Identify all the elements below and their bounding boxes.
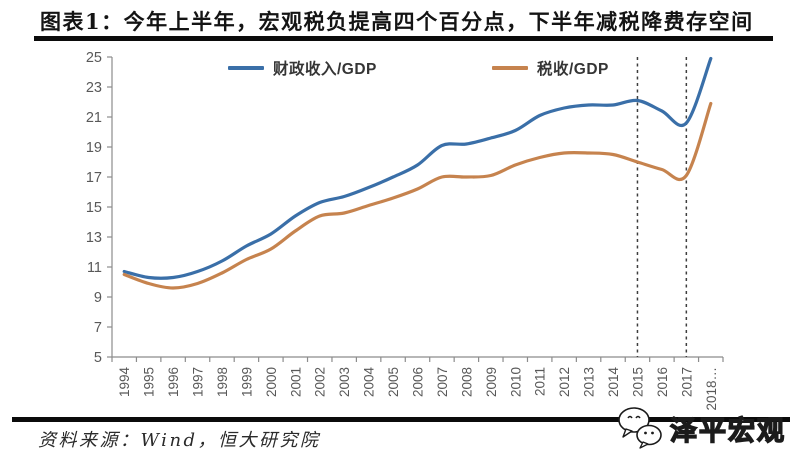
legend-item-tax: 税收/GDP	[492, 57, 609, 79]
y-axis-label: 13	[86, 230, 102, 246]
x-axis-label: 2008	[459, 367, 474, 397]
y-axis-label: 7	[94, 320, 102, 336]
title-underline-rule	[34, 36, 773, 41]
x-axis-label: 1999	[239, 367, 254, 397]
x-axis-label: 2002	[313, 367, 328, 397]
x-axis-label: 1994	[117, 367, 132, 398]
y-axis-label: 25	[86, 50, 102, 66]
x-axis-label: 2012	[557, 367, 572, 397]
x-axis-label: 2016	[655, 367, 670, 397]
y-axis-label: 21	[86, 110, 102, 126]
x-axis-label: 2015	[630, 367, 645, 397]
x-axis-label: 2006	[411, 367, 426, 397]
source-text: 资料来源：Wind，恒大研究院	[38, 430, 321, 451]
brand-logo: 泽平宏观	[616, 406, 786, 450]
legend-item-fiscal-revenue: 财政收入/GDP	[228, 57, 377, 79]
y-axis-label: 5	[94, 350, 102, 366]
x-axis-label: 2007	[435, 367, 450, 397]
series-line-1	[122, 101, 713, 290]
legend-swatch-orange	[492, 66, 528, 70]
x-axis-label: 2017	[679, 367, 694, 397]
x-axis-label: 2004	[362, 367, 377, 398]
series-line-0	[122, 56, 713, 280]
x-axis-label: 2003	[337, 367, 352, 397]
x-axis-label: 1995	[142, 367, 157, 397]
y-axis-label: 9	[94, 290, 102, 306]
legend-label: 税收/GDP	[537, 61, 609, 78]
x-axis-label: 2018…	[704, 367, 719, 411]
x-axis-label: 2001	[288, 367, 303, 397]
y-axis-label: 19	[86, 140, 102, 156]
x-axis-label: 1997	[191, 367, 206, 397]
x-axis-label: 2005	[386, 367, 401, 397]
x-axis-label: 1998	[215, 367, 230, 397]
y-axis-label: 15	[86, 200, 102, 216]
legend-swatch-blue	[228, 66, 264, 70]
x-axis-label: 2013	[582, 367, 597, 397]
y-axis-label: 11	[87, 260, 102, 276]
legend-label: 财政收入/GDP	[273, 61, 377, 78]
x-axis-label: 2009	[484, 367, 499, 397]
x-axis-label: 2000	[264, 367, 279, 397]
chart-title: 图表1：今年上半年，宏观税负提高四个百分点，下半年减税降费存空间	[40, 9, 754, 34]
x-axis-label: 2010	[508, 367, 523, 397]
x-axis-label: 2014	[606, 367, 621, 398]
line-chart: 5 7 9 11 13 15 17 19 21 23 25 1994 1995 1996 1997 1998 1…	[86, 50, 724, 411]
footer-rule	[12, 417, 790, 422]
x-axis-label: 1996	[166, 367, 181, 397]
brand-logo-text: 泽平宏观	[669, 415, 786, 447]
y-axis-label: 23	[86, 80, 102, 96]
x-axis-label: 2011	[533, 367, 548, 396]
chart-area: 5 7 9 11 13 15 17 19 21 23 25 1994 1995 1996 1997 1998 1…	[0, 40, 800, 418]
wechat-bubbles-icon	[618, 407, 662, 449]
y-axis-label: 17	[86, 170, 102, 186]
